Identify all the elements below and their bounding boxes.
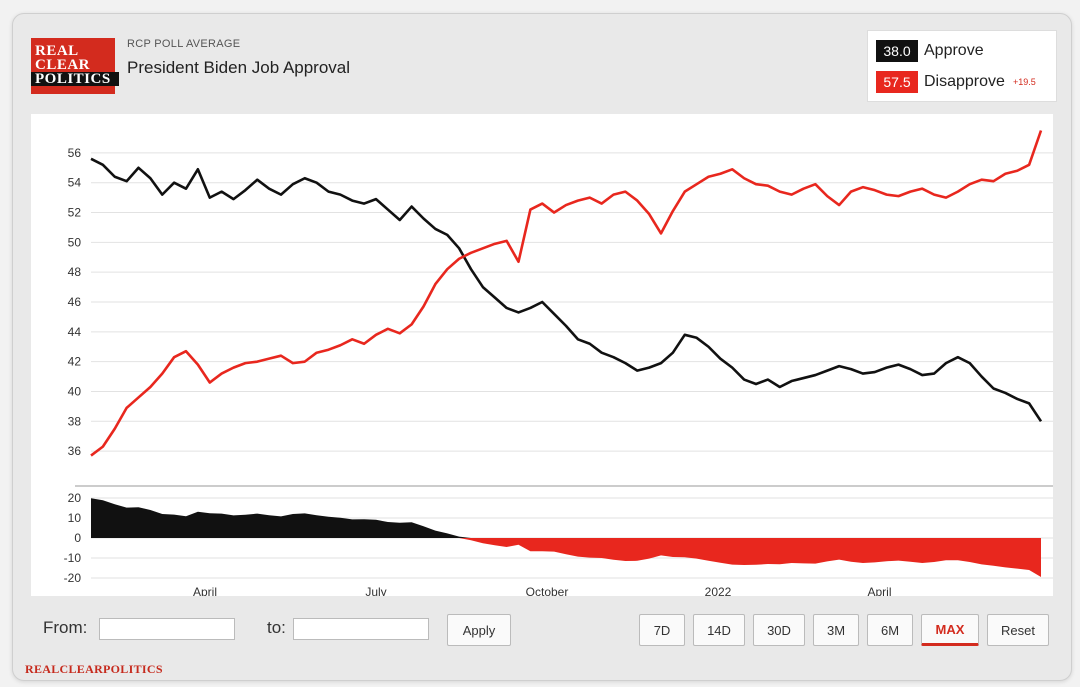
to-label: to:	[267, 618, 286, 637]
legend-approve: 38.0 Approve	[876, 40, 984, 62]
apply-button[interactable]: Apply	[447, 614, 511, 646]
date-controls: From: to: Apply 7D 14D 30D 3M 6M MAX Res…	[31, 606, 1053, 652]
x-tick-label: April	[867, 585, 891, 596]
chart-svg: 56 54 52 50 48 46 44 42 40 38 36 20 10 0 -10 -20 April Ju…	[64, 130, 1053, 596]
y-tick-label: 54	[68, 176, 82, 190]
approve-label: Approve	[924, 42, 984, 59]
y-tick-label: 48	[68, 265, 82, 279]
range-button-14d[interactable]: 14D	[693, 614, 745, 646]
to-date-input[interactable]	[293, 618, 429, 640]
legend-disapprove: 57.5 Disapprove +19.5	[876, 71, 1036, 93]
chart-title: President Biden Job Approval	[127, 58, 351, 77]
y-tick-label: 50	[68, 235, 82, 249]
poll-widget: REAL CLEAR POLITICS RCP POLL AVERAGE Pre…	[12, 13, 1072, 681]
logo-line: CLEAR	[35, 57, 91, 73]
footer-brand: REALCLEARPOLITICS	[25, 662, 163, 676]
range-button-30d[interactable]: 30D	[753, 614, 805, 646]
approve-line	[90, 157, 1043, 423]
spread-y-tick-label: -20	[64, 571, 82, 585]
reset-button[interactable]: Reset	[987, 614, 1049, 646]
spread-value: +19.5	[1012, 77, 1036, 87]
y-tick-label: 44	[68, 325, 82, 339]
range-button-3m[interactable]: 3M	[813, 614, 859, 646]
x-tick-label: October	[526, 585, 569, 596]
y-tick-label: 38	[68, 414, 82, 428]
y-tick-label: 52	[68, 206, 82, 220]
disapprove-line	[90, 130, 1043, 457]
spread-y-tick-label: -10	[64, 551, 82, 565]
spread-y-tick-label: 20	[68, 491, 82, 505]
y-tick-label: 36	[68, 444, 82, 458]
range-button-6m[interactable]: 6M	[867, 614, 913, 646]
y-tick-label: 56	[68, 146, 82, 160]
chart-area: 56 54 52 50 48 46 44 42 40 38 36 20 10 0 -10 -20 April Ju…	[31, 114, 1053, 596]
from-date-input[interactable]	[99, 618, 235, 640]
spread-y-tick-label: 10	[68, 511, 82, 525]
rcp-logo: REAL CLEAR POLITICS	[31, 38, 119, 94]
chart-kicker: RCP POLL AVERAGE	[127, 38, 241, 50]
spread-area-positive	[91, 498, 1041, 538]
disapprove-value: 57.5	[876, 71, 918, 93]
range-button-7d[interactable]: 7D	[639, 614, 685, 646]
spread-y-tick-label: 0	[74, 531, 81, 545]
approve-value: 38.0	[876, 40, 918, 62]
disapprove-label: Disapprove	[924, 73, 1005, 90]
legend: 38.0 Approve 57.5 Disapprove +19.5	[867, 30, 1057, 102]
x-tick-label: 2022	[705, 585, 732, 596]
range-button-max[interactable]: MAX	[921, 614, 979, 646]
logo-line: POLITICS	[31, 72, 119, 87]
from-label: From:	[43, 618, 88, 637]
spread-area-negative	[91, 538, 1041, 577]
y-tick-label: 46	[68, 295, 82, 309]
y-tick-label: 40	[68, 384, 82, 398]
x-tick-label: July	[365, 585, 386, 596]
logo-line: REAL	[35, 43, 79, 59]
x-tick-label: April	[193, 585, 217, 596]
y-tick-label: 42	[68, 355, 82, 369]
